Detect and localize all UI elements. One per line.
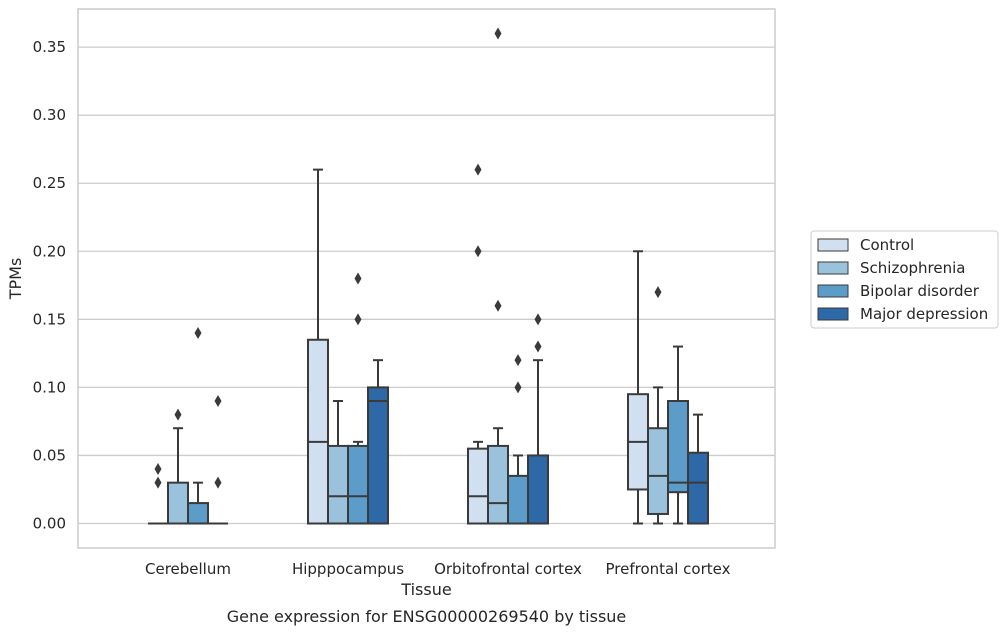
gridlines: [78, 46, 775, 525]
outlier-point: [354, 313, 362, 326]
box: [467, 447, 489, 525]
box-plot: [347, 272, 369, 525]
box: [667, 400, 689, 494]
outlier-point: [534, 340, 542, 353]
legend-swatch: [817, 238, 849, 252]
outlier-point: [514, 381, 522, 394]
y-tick-label: 0.25: [33, 174, 66, 192]
outlier-point: [214, 395, 222, 407]
box-series: [148, 27, 709, 525]
legend-swatch: [817, 284, 849, 298]
box-plot: [467, 163, 489, 525]
box-plot: [507, 354, 529, 525]
legend: Control Schizophrenia Bipolar disorder Majo…: [810, 230, 999, 329]
box-plot: [627, 250, 649, 525]
box-plot: [647, 286, 669, 525]
y-axis-label: TPMs: [6, 258, 25, 301]
box-plot: [167, 408, 189, 525]
outlier-point: [354, 272, 362, 285]
y-tick-labels: 0.00 0.05 0.10 0.15 0.20 0.25 0.30 0.35: [33, 38, 66, 532]
x-tick-label: Hipppocampus: [292, 560, 404, 578]
legend-label: Schizophrenia: [860, 259, 965, 277]
box: [687, 451, 709, 525]
box: [527, 454, 549, 525]
y-tick-label: 0.10: [33, 378, 66, 396]
outlier-point: [534, 313, 542, 326]
box: [487, 444, 509, 525]
box-plot: [687, 413, 709, 525]
legend-frame: [810, 230, 999, 329]
x-axis-label: Tissue: [400, 580, 451, 599]
y-tick-label: 0.20: [33, 242, 66, 260]
outlier-point: [174, 408, 182, 421]
legend-swatch: [817, 261, 849, 275]
series-bipolar-disorder: [187, 272, 689, 525]
outlier-point: [214, 476, 222, 489]
box: [167, 481, 189, 525]
outlier-point: [154, 463, 162, 476]
box-plot: [367, 359, 389, 525]
series-control: [148, 163, 649, 525]
box: [647, 427, 669, 515]
y-tick-label: 0.15: [33, 310, 66, 328]
plot-frame: [77, 8, 776, 549]
box-plot: [327, 400, 349, 525]
box-plot: [307, 168, 329, 525]
legend-label: Bipolar disorder: [860, 282, 980, 300]
box-plot: [187, 326, 209, 525]
x-tick-label: Prefrontal cortex: [606, 560, 731, 578]
outlier-point: [494, 27, 502, 40]
y-tick-label: 0.35: [33, 38, 66, 56]
box-plot: [148, 463, 168, 525]
x-tick-labels: Cerebellum Hipppocampus Orbitofrontal cort…: [145, 560, 731, 578]
outlier-point: [474, 245, 482, 258]
outlier-point: [474, 163, 482, 176]
box-plot: [487, 27, 509, 525]
box: [367, 386, 389, 525]
box: [347, 444, 369, 525]
legend-swatch: [817, 307, 849, 321]
y-tick-label: 0.30: [33, 106, 66, 124]
box: [187, 502, 209, 525]
legend-label: Major depression: [860, 305, 988, 323]
box: [327, 444, 349, 525]
series-major-depression: [208, 313, 709, 525]
outlier-point: [194, 326, 202, 339]
outlier-point: [654, 286, 662, 299]
box: [507, 474, 529, 525]
x-tick-label: Orbitofrontal cortex: [434, 560, 582, 578]
y-tick-label: 0.00: [33, 515, 66, 533]
box-plot: [527, 313, 549, 525]
box-plot: [667, 345, 689, 525]
chart-title: Gene expression for ENSG00000269540 by t…: [227, 607, 627, 626]
y-tick-label: 0.05: [33, 446, 66, 464]
series-schizophrenia: [167, 27, 669, 525]
outlier-point: [514, 354, 522, 367]
box-plot: [208, 395, 228, 525]
legend-label: Control: [860, 236, 914, 254]
x-tick-label: Cerebellum: [145, 560, 231, 578]
outlier-point: [494, 299, 502, 312]
outlier-point: [154, 476, 162, 489]
box: [307, 338, 329, 525]
